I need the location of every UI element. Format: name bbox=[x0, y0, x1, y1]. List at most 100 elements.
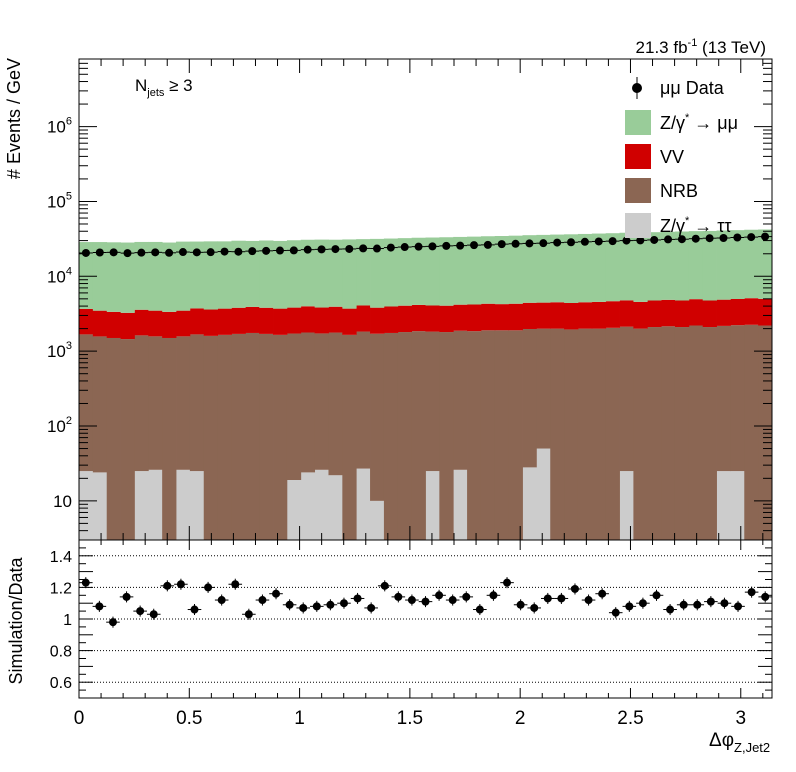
y-tick-label-1: 102 bbox=[47, 415, 72, 436]
bar-1-16 bbox=[300, 332, 316, 473]
ratio-point-28 bbox=[462, 592, 471, 601]
data-point-34 bbox=[553, 238, 562, 247]
bar-3-31 bbox=[508, 235, 523, 304]
bar-2-36 bbox=[577, 302, 593, 329]
bar-2-40 bbox=[633, 301, 648, 329]
bar-1-48 bbox=[744, 324, 759, 540]
bar-2-31 bbox=[508, 303, 523, 331]
bar-2-19 bbox=[342, 308, 357, 335]
ratio-point-48 bbox=[734, 602, 743, 611]
data-point-12 bbox=[248, 247, 257, 256]
bar-3-46 bbox=[716, 230, 731, 300]
ratio-tick-label-4: 1.4 bbox=[50, 549, 72, 566]
data-point-15 bbox=[289, 246, 298, 255]
bar-2-28 bbox=[467, 304, 482, 332]
top-y-axis-label: # Events / GeV bbox=[4, 58, 24, 179]
legend-label-data: μμ Data bbox=[660, 78, 725, 98]
bar-0-47 bbox=[730, 471, 745, 540]
data-point-16 bbox=[303, 245, 312, 254]
bar-0-20 bbox=[356, 468, 371, 540]
ratio-point-18 bbox=[326, 600, 335, 609]
ratio-point-22 bbox=[380, 581, 389, 590]
bar-1-15 bbox=[286, 333, 302, 480]
y-tick-label-0: 10 bbox=[53, 492, 72, 511]
data-point-8 bbox=[192, 248, 201, 257]
ratio-point-25 bbox=[421, 597, 430, 606]
bar-3-40 bbox=[633, 232, 648, 302]
bar-2-34 bbox=[550, 302, 565, 329]
ratio-point-40 bbox=[625, 602, 634, 611]
ratio-point-10 bbox=[217, 596, 226, 605]
bar-1-5 bbox=[148, 336, 163, 470]
bar-1-12 bbox=[245, 332, 260, 540]
bar-1-11 bbox=[231, 333, 246, 540]
bar-3-15 bbox=[286, 240, 302, 308]
bar-3-9 bbox=[203, 241, 218, 310]
ratio-point-6 bbox=[163, 581, 172, 590]
bar-1-35 bbox=[564, 329, 579, 540]
bar-1-46 bbox=[716, 325, 731, 472]
bar-3-3 bbox=[120, 242, 135, 313]
bar-1-3 bbox=[120, 339, 135, 540]
ratio-point-44 bbox=[679, 600, 688, 609]
bar-2-26 bbox=[439, 305, 454, 333]
bar-3-17 bbox=[314, 239, 329, 308]
bar-3-32 bbox=[522, 235, 537, 303]
bottom-y-axis: 0.6 0.8 1 1.2 1.4 bbox=[50, 539, 772, 699]
bar-2-35 bbox=[564, 302, 579, 330]
data-point-6 bbox=[165, 248, 174, 257]
bar-2-17 bbox=[314, 307, 329, 334]
bar-3-8 bbox=[189, 241, 205, 309]
ratio-point-9 bbox=[204, 583, 213, 592]
bar-2-23 bbox=[397, 305, 413, 333]
ratio-point-3 bbox=[122, 592, 131, 601]
legend-swatch-dy_tautau bbox=[625, 213, 651, 238]
data-point-47 bbox=[733, 233, 742, 242]
bar-1-20 bbox=[356, 331, 371, 469]
ratio-point-15 bbox=[285, 600, 294, 609]
bar-1-1 bbox=[92, 336, 108, 473]
bar-0-17 bbox=[314, 469, 329, 540]
bar-1-2 bbox=[106, 337, 121, 540]
ratio-points bbox=[79, 577, 772, 628]
bar-1-37 bbox=[591, 328, 607, 540]
data-point-27 bbox=[456, 241, 465, 250]
x-tick-label-0: 0 bbox=[74, 708, 85, 729]
bar-2-4 bbox=[134, 309, 149, 336]
x-tick-label-5: 2.5 bbox=[617, 708, 643, 729]
bar-1-7 bbox=[176, 336, 191, 470]
ratio-point-46 bbox=[706, 597, 715, 606]
ratio-point-31 bbox=[503, 578, 512, 587]
legend-label-dy_tautau: Z/γ* → ττ bbox=[660, 215, 732, 236]
y-tick-label-4: 105 bbox=[47, 190, 72, 211]
bar-1-45 bbox=[702, 327, 717, 540]
data-point-49 bbox=[761, 232, 770, 241]
ratio-tick-label-0: 0.6 bbox=[50, 675, 72, 692]
bar-3-36 bbox=[577, 233, 593, 303]
bar-1-39 bbox=[619, 326, 634, 472]
bar-3-23 bbox=[397, 238, 413, 306]
ratio-point-33 bbox=[530, 603, 539, 612]
legend-marker-data bbox=[632, 83, 642, 93]
bar-1-31 bbox=[508, 330, 523, 540]
bar-1-34 bbox=[550, 328, 565, 540]
bar-3-30 bbox=[494, 236, 510, 305]
bar-1-30 bbox=[494, 330, 510, 540]
bar-1-29 bbox=[480, 330, 496, 540]
bar-3-4 bbox=[134, 241, 149, 310]
ratio-point-24 bbox=[407, 596, 416, 605]
bar-1-13 bbox=[259, 333, 274, 540]
data-point-46 bbox=[719, 233, 728, 242]
data-point-1 bbox=[95, 248, 104, 257]
bar-2-1 bbox=[92, 310, 108, 337]
y-tick-label-2: 103 bbox=[47, 340, 72, 361]
data-point-7 bbox=[178, 248, 187, 257]
bar-2-15 bbox=[286, 307, 302, 334]
ratio-point-7 bbox=[176, 580, 185, 589]
bar-1-41 bbox=[647, 327, 662, 540]
ratio-point-50 bbox=[761, 592, 770, 601]
y-tick-label-3: 104 bbox=[47, 265, 72, 286]
ratio-point-26 bbox=[435, 591, 444, 600]
bar-3-7 bbox=[176, 241, 191, 311]
bar-2-42 bbox=[661, 299, 676, 327]
